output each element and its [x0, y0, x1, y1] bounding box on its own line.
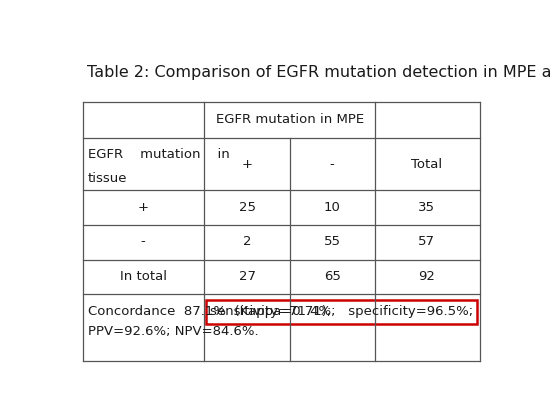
Text: In total: In total	[120, 270, 167, 283]
Text: Table 2: Comparison of EGFR mutation detection in MPE and tissue: Table 2: Comparison of EGFR mutation det…	[86, 65, 550, 80]
Text: Total: Total	[411, 158, 442, 171]
Text: Concordance  87.1%  (Kappa=0.71);: Concordance 87.1% (Kappa=0.71);	[88, 305, 331, 318]
Text: tissue: tissue	[88, 171, 128, 185]
Text: 27: 27	[239, 270, 256, 283]
Text: EGFR mutation in MPE: EGFR mutation in MPE	[216, 113, 364, 126]
Text: 57: 57	[419, 235, 435, 248]
Text: 65: 65	[324, 270, 340, 283]
Text: 35: 35	[419, 201, 435, 214]
Text: 92: 92	[419, 270, 435, 283]
Bar	[206, 300, 477, 323]
Text: 10: 10	[324, 201, 340, 214]
Text: -: -	[330, 158, 334, 171]
Text: -: -	[141, 235, 146, 248]
Text: PPV=92.6%; NPV=84.6%.: PPV=92.6%; NPV=84.6%.	[88, 325, 258, 338]
Text: sensitivity=71.4%;   specificity=96.5%;: sensitivity=71.4%; specificity=96.5%;	[210, 305, 473, 318]
Text: 25: 25	[239, 201, 256, 214]
Text: EGFR    mutation    in: EGFR mutation in	[88, 148, 230, 162]
Text: +: +	[241, 158, 252, 171]
Text: 55: 55	[324, 235, 341, 248]
Text: +: +	[138, 201, 148, 214]
Text: 2: 2	[243, 235, 251, 248]
